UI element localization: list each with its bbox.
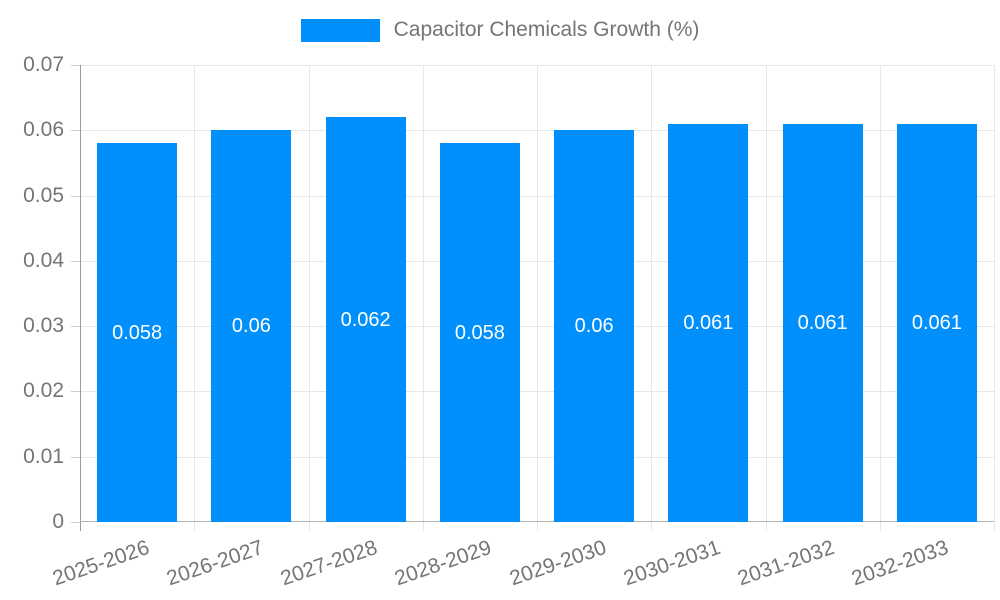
x-tick-label: 2027-2028 bbox=[277, 535, 381, 591]
y-tick-label: 0.01 bbox=[23, 444, 64, 468]
x-tick-label: 2026-2027 bbox=[163, 535, 267, 591]
x-tick-label: 2028-2029 bbox=[392, 535, 495, 591]
legend-label: Capacitor Chemicals Growth (%) bbox=[393, 18, 700, 41]
y-tick bbox=[71, 522, 80, 523]
y-tick bbox=[71, 260, 80, 262]
bar-value-label: 0.06 bbox=[574, 315, 614, 338]
x-gridline bbox=[537, 65, 538, 531]
bar-value-label: 0.061 bbox=[797, 311, 848, 334]
x-gridline bbox=[308, 65, 310, 531]
legend-swatch-icon bbox=[300, 18, 380, 42]
bar-value-label: 0.06 bbox=[231, 315, 271, 338]
bar[interactable]: 0.058 bbox=[439, 143, 520, 522]
bar[interactable]: 0.062 bbox=[325, 117, 406, 522]
x-gridline bbox=[651, 65, 653, 531]
y-tick bbox=[71, 391, 80, 393]
y-tick-label: 0.04 bbox=[23, 248, 64, 272]
x-tick-label: 2025-2026 bbox=[49, 535, 152, 591]
bar[interactable]: 0.061 bbox=[782, 123, 863, 522]
x-gridline bbox=[879, 65, 881, 531]
y-tick-label: 0.07 bbox=[23, 53, 64, 76]
bar[interactable]: 0.06 bbox=[554, 130, 635, 522]
bar-value-label: 0.062 bbox=[340, 308, 391, 331]
y-tick-label: 0 bbox=[52, 510, 64, 533]
x-tick-label: 2032-2033 bbox=[849, 535, 952, 591]
x-tick-label: 2031-2032 bbox=[734, 535, 838, 591]
bar[interactable]: 0.06 bbox=[211, 130, 292, 522]
bar[interactable]: 0.058 bbox=[97, 143, 178, 522]
bar[interactable]: 0.061 bbox=[668, 123, 749, 522]
bar[interactable]: 0.061 bbox=[896, 123, 977, 522]
chart-legend[interactable]: Capacitor Chemicals Growth (%) bbox=[0, 17, 1000, 43]
y-tick bbox=[71, 326, 80, 328]
y-tick-label: 0.06 bbox=[23, 118, 64, 142]
bar-value-label: 0.061 bbox=[911, 311, 962, 334]
x-gridline bbox=[194, 65, 196, 531]
y-tick-label: 0.02 bbox=[23, 379, 64, 403]
x-tick-label: 2030-2031 bbox=[620, 535, 724, 591]
y-tick bbox=[71, 195, 80, 197]
y-tick-label: 0.03 bbox=[23, 314, 64, 338]
y-tick bbox=[71, 65, 80, 66]
bar-value-label: 0.061 bbox=[683, 311, 734, 334]
y-tick-label: 0.05 bbox=[23, 183, 64, 207]
y-tick bbox=[71, 456, 80, 458]
plot-area: 0.058 0.06 0.062 0.058 0.06 0.061 0.061 0.061 bbox=[80, 65, 995, 531]
x-gridline bbox=[422, 65, 424, 531]
x-gridline bbox=[994, 65, 995, 531]
y-tick bbox=[71, 130, 80, 132]
x-tick-label: 2029-2030 bbox=[506, 535, 609, 591]
bar-value-label: 0.058 bbox=[454, 321, 505, 344]
y-axis-line bbox=[80, 65, 81, 531]
x-axis-line bbox=[80, 521, 994, 522]
bar-value-label: 0.058 bbox=[112, 321, 163, 344]
x-gridline bbox=[765, 65, 767, 531]
